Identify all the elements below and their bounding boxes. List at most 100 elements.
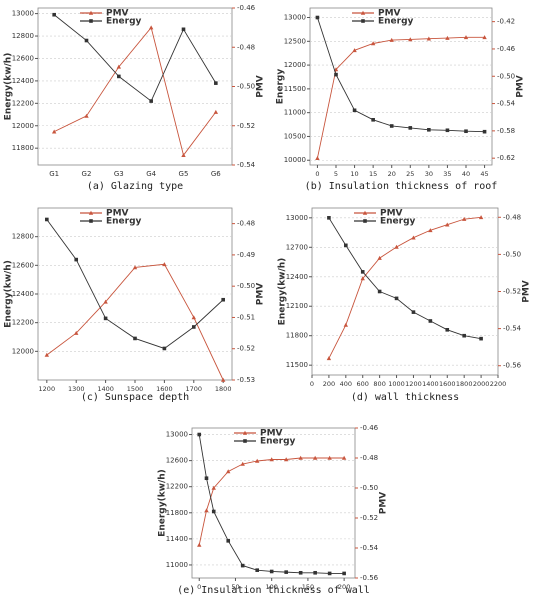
legend-label: Energy [106,17,142,27]
pmv-marker [362,210,368,215]
pmv-marker [116,64,122,69]
pmv-marker [148,25,154,30]
energy-marker [197,432,202,437]
y-tick-label: 11800 [12,144,34,152]
legend-label: PMV [260,429,283,439]
x-tick-label: 0 [197,583,201,591]
y2-tick-label: -0.50 [237,282,255,290]
y2-tick-label: -0.50 [503,250,521,258]
series-line [328,216,482,359]
y2-tick-label: -0.51 [237,313,255,321]
energy-marker [363,219,367,223]
legend-label: Energy [380,217,416,227]
plot-frame [309,7,493,166]
x-tick-label: 1800 [456,380,473,388]
energy-marker [360,270,365,274]
x-tick-label: 1800 [215,385,232,393]
y-tick-label: 12200 [166,483,188,491]
energy-marker [361,19,365,23]
y-tick-label: 12400 [12,77,34,85]
x-tick-label: 2000 [473,380,490,388]
pmv-marker [411,235,416,240]
y2-tick-label: -0.52 [360,514,378,522]
x-tick-label: G5 [179,170,189,178]
y2-tick-label: -0.52 [503,288,521,296]
y2-tick-label: -0.50 [360,484,378,492]
y2-tick-label: -0.56 [360,574,379,582]
plot-frame [191,427,356,579]
energy-marker [84,38,89,43]
x-tick-label: G6 [211,170,221,178]
pmv-marker [426,36,432,41]
energy-marker [204,476,209,481]
y2-tick-label: -0.54 [503,325,522,333]
caption: (a) Glazing type [87,181,183,192]
series-line [317,17,485,133]
pmv-marker [240,461,245,466]
pmv-marker [360,10,366,15]
x-tick-label: 1600 [439,380,456,388]
energy-marker [52,12,56,17]
y-tick-label: 12100 [286,302,308,310]
pmv-marker [220,377,226,382]
x-tick-label: 1400 [422,380,439,388]
x-tick-label: 20 [388,170,396,178]
series-line [46,263,224,381]
x-tick-label: 10 [350,170,358,178]
x-tick-label: 40 [462,170,470,178]
energy-marker [89,219,93,223]
energy-marker [445,128,450,133]
pmv-marker [74,330,79,335]
energy-marker [334,72,338,77]
y2-axis-label: PMV [516,75,526,98]
energy-marker [89,19,93,23]
legend-label: Energy [378,17,414,27]
y-tick-label: 12000 [12,347,34,355]
legend-label: Energy [106,217,142,227]
y-tick-label: 12700 [286,243,308,251]
x-tick-label: 1600 [156,385,173,393]
pmv-marker [197,542,202,547]
pmv-marker [213,109,219,114]
pmv-marker [315,155,320,160]
y2-tick-label: -0.49 [237,251,255,259]
x-tick-label: 1200 [405,380,422,388]
y2-tick-label: -0.48 [360,454,378,462]
series-line [198,434,345,574]
series-line [316,36,485,159]
pmv-marker [226,469,231,474]
y-tick-label: 12400 [12,290,34,298]
caption: (c) Sunspace depth [81,392,189,403]
y-tick-label: 11400 [166,535,188,543]
pmv-marker [211,485,216,490]
x-tick-label: 25 [406,170,414,178]
energy-marker [133,336,137,341]
energy-marker [298,570,303,575]
y2-tick-label: -0.52 [237,345,255,353]
y-tick-label: 11800 [286,332,308,340]
legend-label: PMV [378,9,401,19]
x-tick-label: 0 [310,380,314,388]
y-axis-label: Energy(kw/h) [4,260,14,328]
y-tick-label: 12800 [12,233,34,241]
x-tick-label: 1300 [68,385,85,393]
caption: (d) wall thickness [351,392,459,403]
pmv-marker [326,356,332,361]
energy-marker [149,99,153,103]
energy-marker [240,563,245,568]
y2-axis-label: PMV [256,75,266,98]
y-axis-label: Energy(kw/h) [4,53,14,121]
pmv-marker [269,457,274,462]
energy-marker [464,129,468,134]
pmv-marker [482,35,487,40]
x-tick-label: 100 [265,583,277,591]
energy-marker [342,571,346,576]
energy-marker [462,333,466,338]
y-tick-label: 13000 [286,214,308,222]
energy-marker [344,243,348,248]
series-line [328,217,482,340]
energy-marker [211,509,216,514]
pmv-marker [408,37,413,42]
y-tick-label: 12600 [12,54,34,62]
